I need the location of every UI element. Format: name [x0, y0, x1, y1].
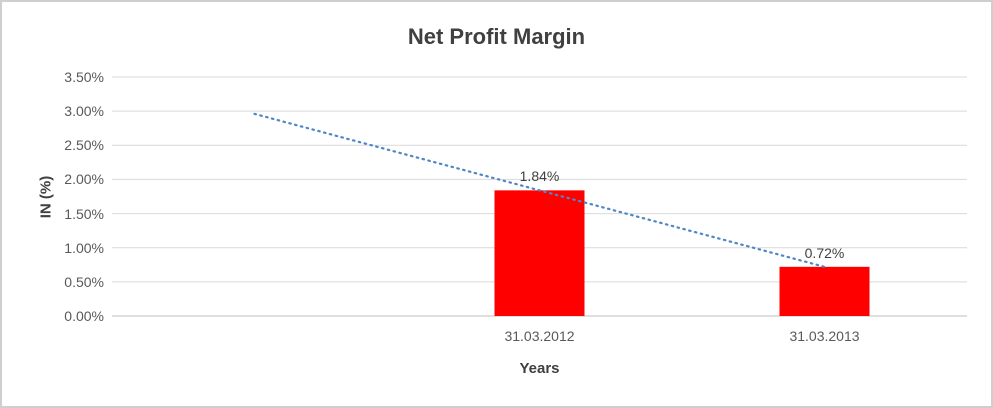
- chart-title: Net Profit Margin: [407, 24, 586, 49]
- y-tick-label: 1.00%: [64, 239, 104, 256]
- bar-31.03.2012: [494, 190, 585, 316]
- bar-31.03.2013: [779, 266, 870, 316]
- x-tick-label: 31.03.2012: [504, 328, 575, 344]
- y-tick-label: 0.00%: [64, 308, 104, 324]
- bar-data-label: 1.84%: [519, 168, 560, 185]
- y-tick-label: 1.50%: [64, 205, 104, 222]
- x-tick-label: 31.03.2013: [789, 328, 860, 344]
- x-axis-title: Years: [519, 360, 560, 377]
- y-tick-label: 0.50%: [64, 273, 104, 290]
- y-tick-label: 3.00%: [64, 103, 104, 120]
- trendline: [253, 112, 826, 268]
- y-tick-label: 3.50%: [64, 69, 104, 85]
- bar-data-label: 0.72%: [804, 244, 845, 261]
- y-tick-label: 2.50%: [64, 137, 104, 154]
- y-tick-label: 2.00%: [64, 171, 104, 188]
